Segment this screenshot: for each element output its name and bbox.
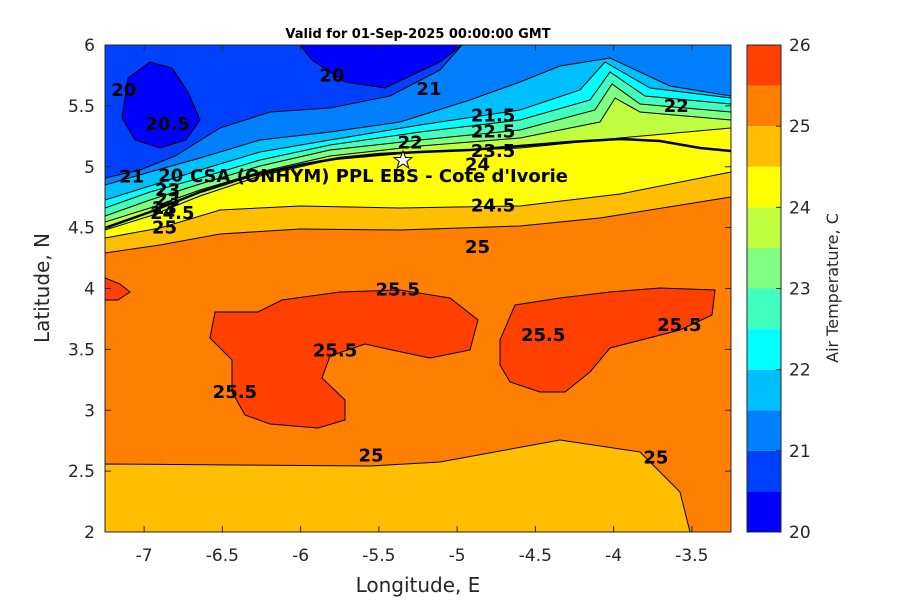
- colorbar-tick-label: 20: [789, 523, 811, 543]
- y-tick-label: 3.5: [68, 340, 95, 360]
- x-tick-label: -4.5: [519, 546, 552, 566]
- contour-label: 21: [416, 79, 441, 100]
- contour-label: 20.5: [145, 114, 189, 135]
- colorbar-tick-label: 21: [789, 442, 811, 462]
- colorbar-swatch: [747, 85, 781, 127]
- colorbar-tick-label: 24: [789, 198, 811, 218]
- contour-label: 23: [155, 180, 180, 201]
- y-tick-label: 5: [84, 158, 95, 178]
- band-20.0-b: [121, 61, 201, 149]
- contour-label: 25.5: [375, 280, 419, 301]
- chart-title: Valid for 01-Sep-2025 00:00:00 GMT: [285, 27, 550, 42]
- colorbar-label: Air Temperature, C: [823, 213, 842, 363]
- contour-label: 22.5: [471, 121, 515, 142]
- colorbar-swatch: [747, 329, 781, 370]
- band-25.5-east: [499, 287, 716, 393]
- y-axis-label: Latitude, N: [30, 233, 54, 343]
- contour-label: 24.5: [150, 203, 194, 224]
- contour-label: 21.5: [471, 106, 515, 127]
- colorbar-swatch: [747, 126, 781, 167]
- colorbar-swatch: [747, 288, 781, 330]
- colorbar-swatch: [747, 247, 781, 289]
- colorbar-swatch: [747, 369, 781, 411]
- contour-label: 21: [119, 166, 144, 187]
- contour-label: 23.5: [471, 141, 515, 162]
- colorbar-tick-label: 22: [789, 361, 811, 381]
- y-tick-label: 3: [84, 401, 95, 421]
- contour-label: 25.5: [521, 325, 565, 346]
- contour-label: 23: [152, 198, 177, 219]
- band-24.5-south: [105, 439, 691, 532]
- y-tick-label: 4.5: [68, 219, 95, 239]
- y-tick-label: 5.5: [68, 97, 95, 117]
- x-tick-label: -5.5: [362, 546, 395, 566]
- contour-label: 25.5: [213, 382, 257, 403]
- y-tick-label: 4: [84, 280, 95, 300]
- x-axis-label: Longitude, E: [356, 573, 481, 597]
- x-tick-label: -6.5: [206, 546, 239, 566]
- contour-label: 25: [643, 448, 668, 469]
- colorbar-swatch: [747, 410, 781, 451]
- colorbar-tick-label: 25: [789, 117, 811, 137]
- colorbar-swatch: [747, 450, 781, 492]
- colorbar: [747, 45, 781, 532]
- contour-label: 25: [465, 237, 490, 258]
- x-tick-label: -6: [292, 546, 309, 566]
- colorbar-swatch: [747, 207, 781, 248]
- contour-label: 24: [465, 154, 490, 175]
- band-25.5-edge: [105, 277, 131, 301]
- contour-label: 25: [152, 218, 177, 239]
- contour-label: 22: [664, 96, 689, 117]
- band-20.0-a: [105, 45, 463, 89]
- contour-label: 24.5: [471, 196, 515, 217]
- coastline: [105, 137, 731, 230]
- contour-label: 22: [398, 132, 423, 153]
- contour-label: 20: [319, 65, 344, 86]
- colorbar-ticks: 20 21 22 23 24 25 26: [776, 36, 811, 543]
- y-tick-label: 2: [84, 523, 95, 543]
- x-tick-label: -7: [136, 546, 153, 566]
- site-marker-icon: [392, 149, 414, 170]
- contour-label: 25.5: [657, 315, 701, 336]
- y-tick-label: 2.5: [68, 462, 95, 482]
- site-label: CSA (ONHYM) PPL EBS - Cote d'Ivorie: [190, 166, 568, 187]
- x-tick-label: -3.5: [675, 546, 708, 566]
- x-axis-ticks: -7 -6.5 -6 -5.5 -5 -4.5 -4 -3.5: [136, 45, 708, 566]
- contour-label: 20: [111, 80, 136, 101]
- x-tick-label: -4: [605, 546, 622, 566]
- colorbar-swatch: [747, 45, 781, 86]
- y-axis-ticks: 22.533.544.555.56: [68, 36, 731, 543]
- colorbar-tick-label: 23: [789, 280, 811, 300]
- contour-label: 20: [158, 165, 183, 186]
- band-25.5-west: [209, 289, 479, 429]
- contour-label: 25: [359, 445, 384, 466]
- y-tick-label: 6: [84, 36, 95, 56]
- x-tick-label: -5: [449, 546, 466, 566]
- colorbar-swatch: [747, 166, 781, 208]
- colorbar-swatch: [747, 491, 781, 532]
- contour-label: 23: [155, 190, 180, 211]
- contour-label: 25.5: [313, 341, 357, 362]
- colorbar-tick-label: 26: [789, 36, 811, 56]
